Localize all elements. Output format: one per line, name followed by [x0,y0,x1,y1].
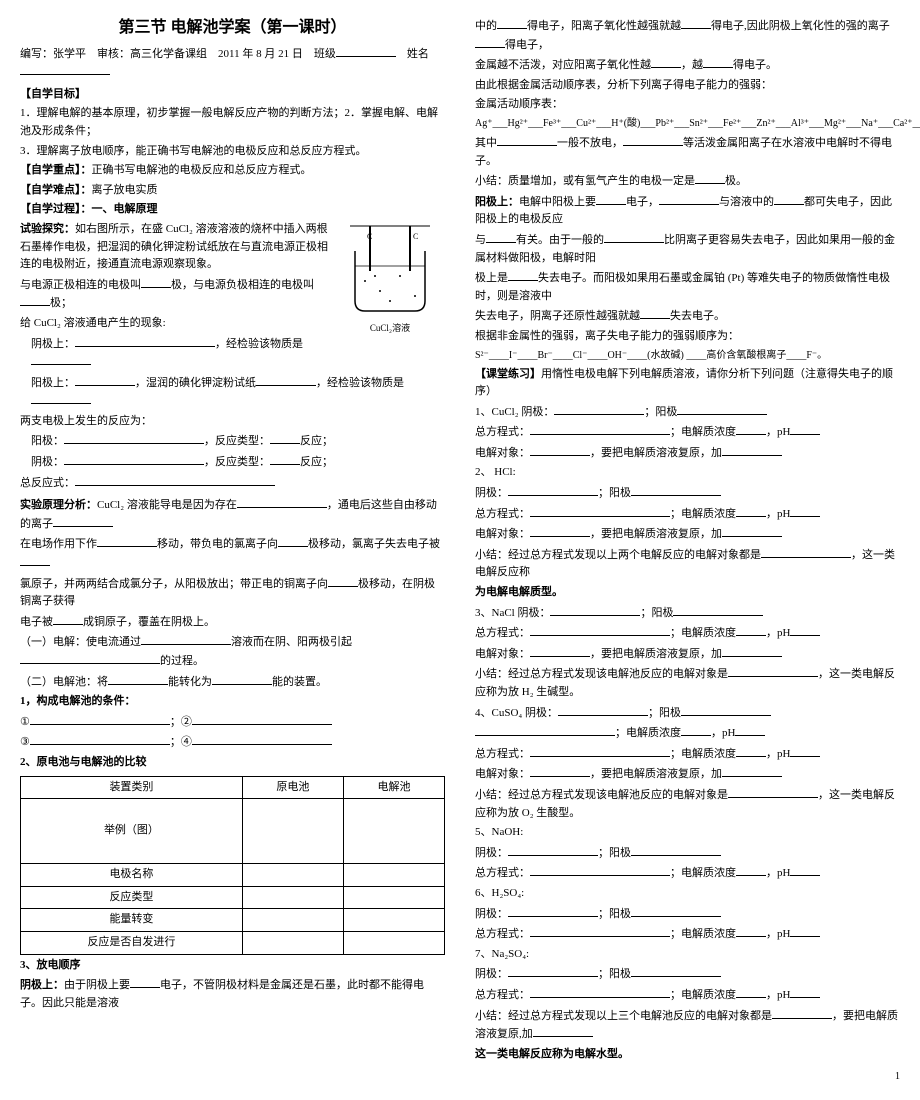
r6: 小结：质量增加，或有氢气产生的电极一定是极。 [475,172,900,191]
exp-label: 试验探究： [20,223,75,235]
def1: （一）电解：使电流通过溶液而在阴、阳两极引起的过程。 [20,633,445,670]
tbl-c0: 装置类别 [21,776,243,799]
anal-1: 实验原理分析：CuCl₂ 溶液能导电是因为存在，通电后这些自由移动的离子 [20,496,445,533]
r2: 金属越不活泼，对应阳离子氧化性越，越得电子。 [475,56,900,75]
q3-l3: 电解对象：，要把电解质溶液复原，加 [475,645,900,664]
tbl-r2: 电极名称 [21,864,243,887]
hard-txt: 离子放电实质 [92,184,158,196]
goal3: 3．理解离子放电顺序，能正确书写电解池的电极反应和总反应方程式。 [20,143,445,161]
q2-l1: 阴极：；阳极 [475,484,900,503]
q1-l3: 电解对象：，要把电解质溶液复原，加 [475,444,900,463]
yin3-line: 阴极上：由于阴极上要电子，不管阴极材料是金属还是石墨，此时都不能得电子。因此只能… [20,976,445,1012]
anions: S²⁻____I⁻____Br⁻____Cl⁻____OH⁻____(水故碱) … [475,348,900,364]
q6-l1: 阴极：；阳极 [475,905,900,924]
ions-line: Ag⁺___Hg²⁺___Fe³⁺___Cu²⁺___H⁺(酸)___Pb²⁺_… [475,116,900,132]
svg-text:C: C [413,232,418,241]
cond-12: ①；② [20,713,445,732]
zong-line: 总反应式： [20,474,445,493]
r5: 其中一般不放电，等活泼金属阳离子在水溶液中电解时不得电子。 [475,134,900,170]
key-txt: 正确书写电解池的电极反应和总反应方程式。 [92,164,312,176]
goal-h: 【自学目标】 [20,86,445,104]
q4-l3: 电解对象：，要把电解质溶液复原，加 [475,765,900,784]
proc-h: 【自学过程】：一、电解原理 [20,201,445,219]
yin2-line: 阴极：，反应类型：反应； [20,453,445,472]
r11: 根据非金属性的强弱，离子失电子能力的强弱顺序为： [475,328,900,346]
def2: （二）电解池：将能转化为能的装置。 [20,673,445,692]
q4-l2: ；电解质浓度，pH [475,724,900,743]
q3-l2: 总方程式：；电解质浓度，pH [475,624,900,643]
q7-l1: 阴极：；阳极 [475,965,900,984]
anal-2: 在电场作用下作移动，带负电的氯离子向极移动，氯离子失去电子被 [20,535,445,572]
goal1: 1．理解电解的基本原理，初步掌握一般电解反应产物的判断方法；2．掌握电解、电解池… [20,105,445,140]
r9: 极上是失去电子。而阳极如果用石墨或金属铂 (Pt) 等难失电子的物质做惰性电极时… [475,269,900,305]
q5-l1: 阴极：；阳极 [475,844,900,863]
page-number: 1 [475,1069,900,1085]
r10: 失去电子，阴离子还原性越强就越失去电子。 [475,307,900,326]
key-line: 【自学重点】：正确书写电解池的电极反应和总反应方程式。 [20,162,445,180]
key-h: 【自学重点】： [20,164,92,176]
tbl-c1: 原电池 [242,776,343,799]
hard-h: 【自学难点】： [20,184,92,196]
tbl-r4: 能量转变 [21,909,243,932]
cond-h: 1，构成电解池的条件： [20,693,445,711]
yang2-line: 阳极：，反应类型：反应； [20,432,445,451]
xj1c: 为电解电解质型。 [475,584,900,602]
author-prefix: 编写：张学平 审核：高三化学备课组 2011 年 8 月 21 日 班级 [20,48,336,60]
q3-l1: 3、NaCl 阴极：；阳极 [475,604,900,623]
q1-l2: 总方程式：；电解质浓度，pH [475,423,900,442]
q1-l1: 1、CuCl₂ 阴极：；阳极 [475,403,900,422]
cmp-h: 2、原电池与电解池的比较 [20,754,445,772]
q7-l2: 总方程式：；电解质浓度，pH [475,986,900,1005]
doc-title: 第三节 电解池学案（第一课时） [20,15,445,41]
q7-h: 7、Na₂SO₄: [475,946,900,964]
q2-h: 2、 HCl: [475,464,900,482]
q5-l2: 总方程式：；电解质浓度，pH [475,864,900,883]
hw-h: 【课堂练习】用惰性电极电解下列电解质溶液，请你分析下列问题（注意得失电子的顺序） [475,366,900,401]
q4-l2b: 总方程式：；电解质浓度，pH [475,745,900,764]
diagram-caption: CuCl₂溶液 [335,321,445,335]
tbl-r3: 反应类型 [21,886,243,909]
svg-text:C: C [367,232,372,241]
author-line: 编写：张学平 审核：高三化学备课组 2011 年 8 月 21 日 班级 姓名 [20,45,445,82]
r3: 由此根据金属活动顺序表，分析下列离子得电子能力的强弱： [475,77,900,95]
xj4c: 这一类电解反应称为电解水型。 [475,1046,900,1064]
liang-line: 两支电极上发生的反应为： [20,413,445,431]
q2-l3: 电解对象：，要把电解质溶液复原，加 [475,525,900,544]
r7: 阳极上：电解中阳极上要电子，与溶液中的都可失电子，因此阳极上的电极反应 [475,193,900,229]
yang-line: 阳极上：，湿润的碘化钾淀粉试纸，经检验该物质是 [20,374,445,411]
tbl-c2: 电解池 [343,776,444,799]
author-suffix: 姓名 [396,48,429,60]
xj3: 小结：经过总方程式发现该电解池反应的电解对象是，这一类电解反应称为放 O₂ 生酸… [475,786,900,822]
xj1: 小结：经过总方程式发现以上两个电解反应的电解对象都是，这一类电解反应称 [475,546,900,582]
compare-table: 装置类别原电池电解池 举例（图） 电极名称 反应类型 能量转变 反应是否自发进行 [20,776,445,955]
r4: 金属活动顺序表： [475,96,900,114]
xj4: 小结：经过总方程式发现以上三个电解池反应的电解对象都是，要把电解质溶液复原,加 [475,1007,900,1044]
q6-h: 6、H₂SO₄: [475,885,900,903]
q6-l2: 总方程式：；电解质浓度，pH [475,925,900,944]
yin-line: 阴极上：，经检验该物质是 [20,335,445,372]
q5-h: 5、NaOH: [475,824,900,842]
xj2: 小结：经过总方程式发现该电解池反应的电解对象是，这一类电解反应称为放 H₂ 生碱… [475,665,900,701]
cond-34: ③；④ [20,733,445,752]
anal-3: 氯原子，并两两结合成氯分子，从阳极放出；带正电的铜离子向极移动，在阴极铜离子获得 [20,575,445,611]
anal-4: 电子被成铜原子，覆盖在阴极上。 [20,613,445,632]
q4-l1: 4、CuSO₄ 阴极：；阳极 [475,704,900,723]
hard-line: 【自学难点】：离子放电实质 [20,182,445,200]
tbl-r5: 反应是否自发进行 [21,931,243,954]
tbl-r1: 举例（图） [21,799,243,864]
seq-h: 3、放电顺序 [20,957,445,975]
r8: 与有关。由于一般的比阴离子更容易失去电子，因此如果用一般的金属材料做阳极，电解时… [475,231,900,267]
beaker-diagram: C C CuCl₂溶液 [335,221,445,335]
r1: 中的得电子，阳离子氧化性越强就越得电子,因此阴极上氧化性的强的离子得电子， [475,17,900,54]
q2-l2: 总方程式：；电解质浓度，pH [475,505,900,524]
